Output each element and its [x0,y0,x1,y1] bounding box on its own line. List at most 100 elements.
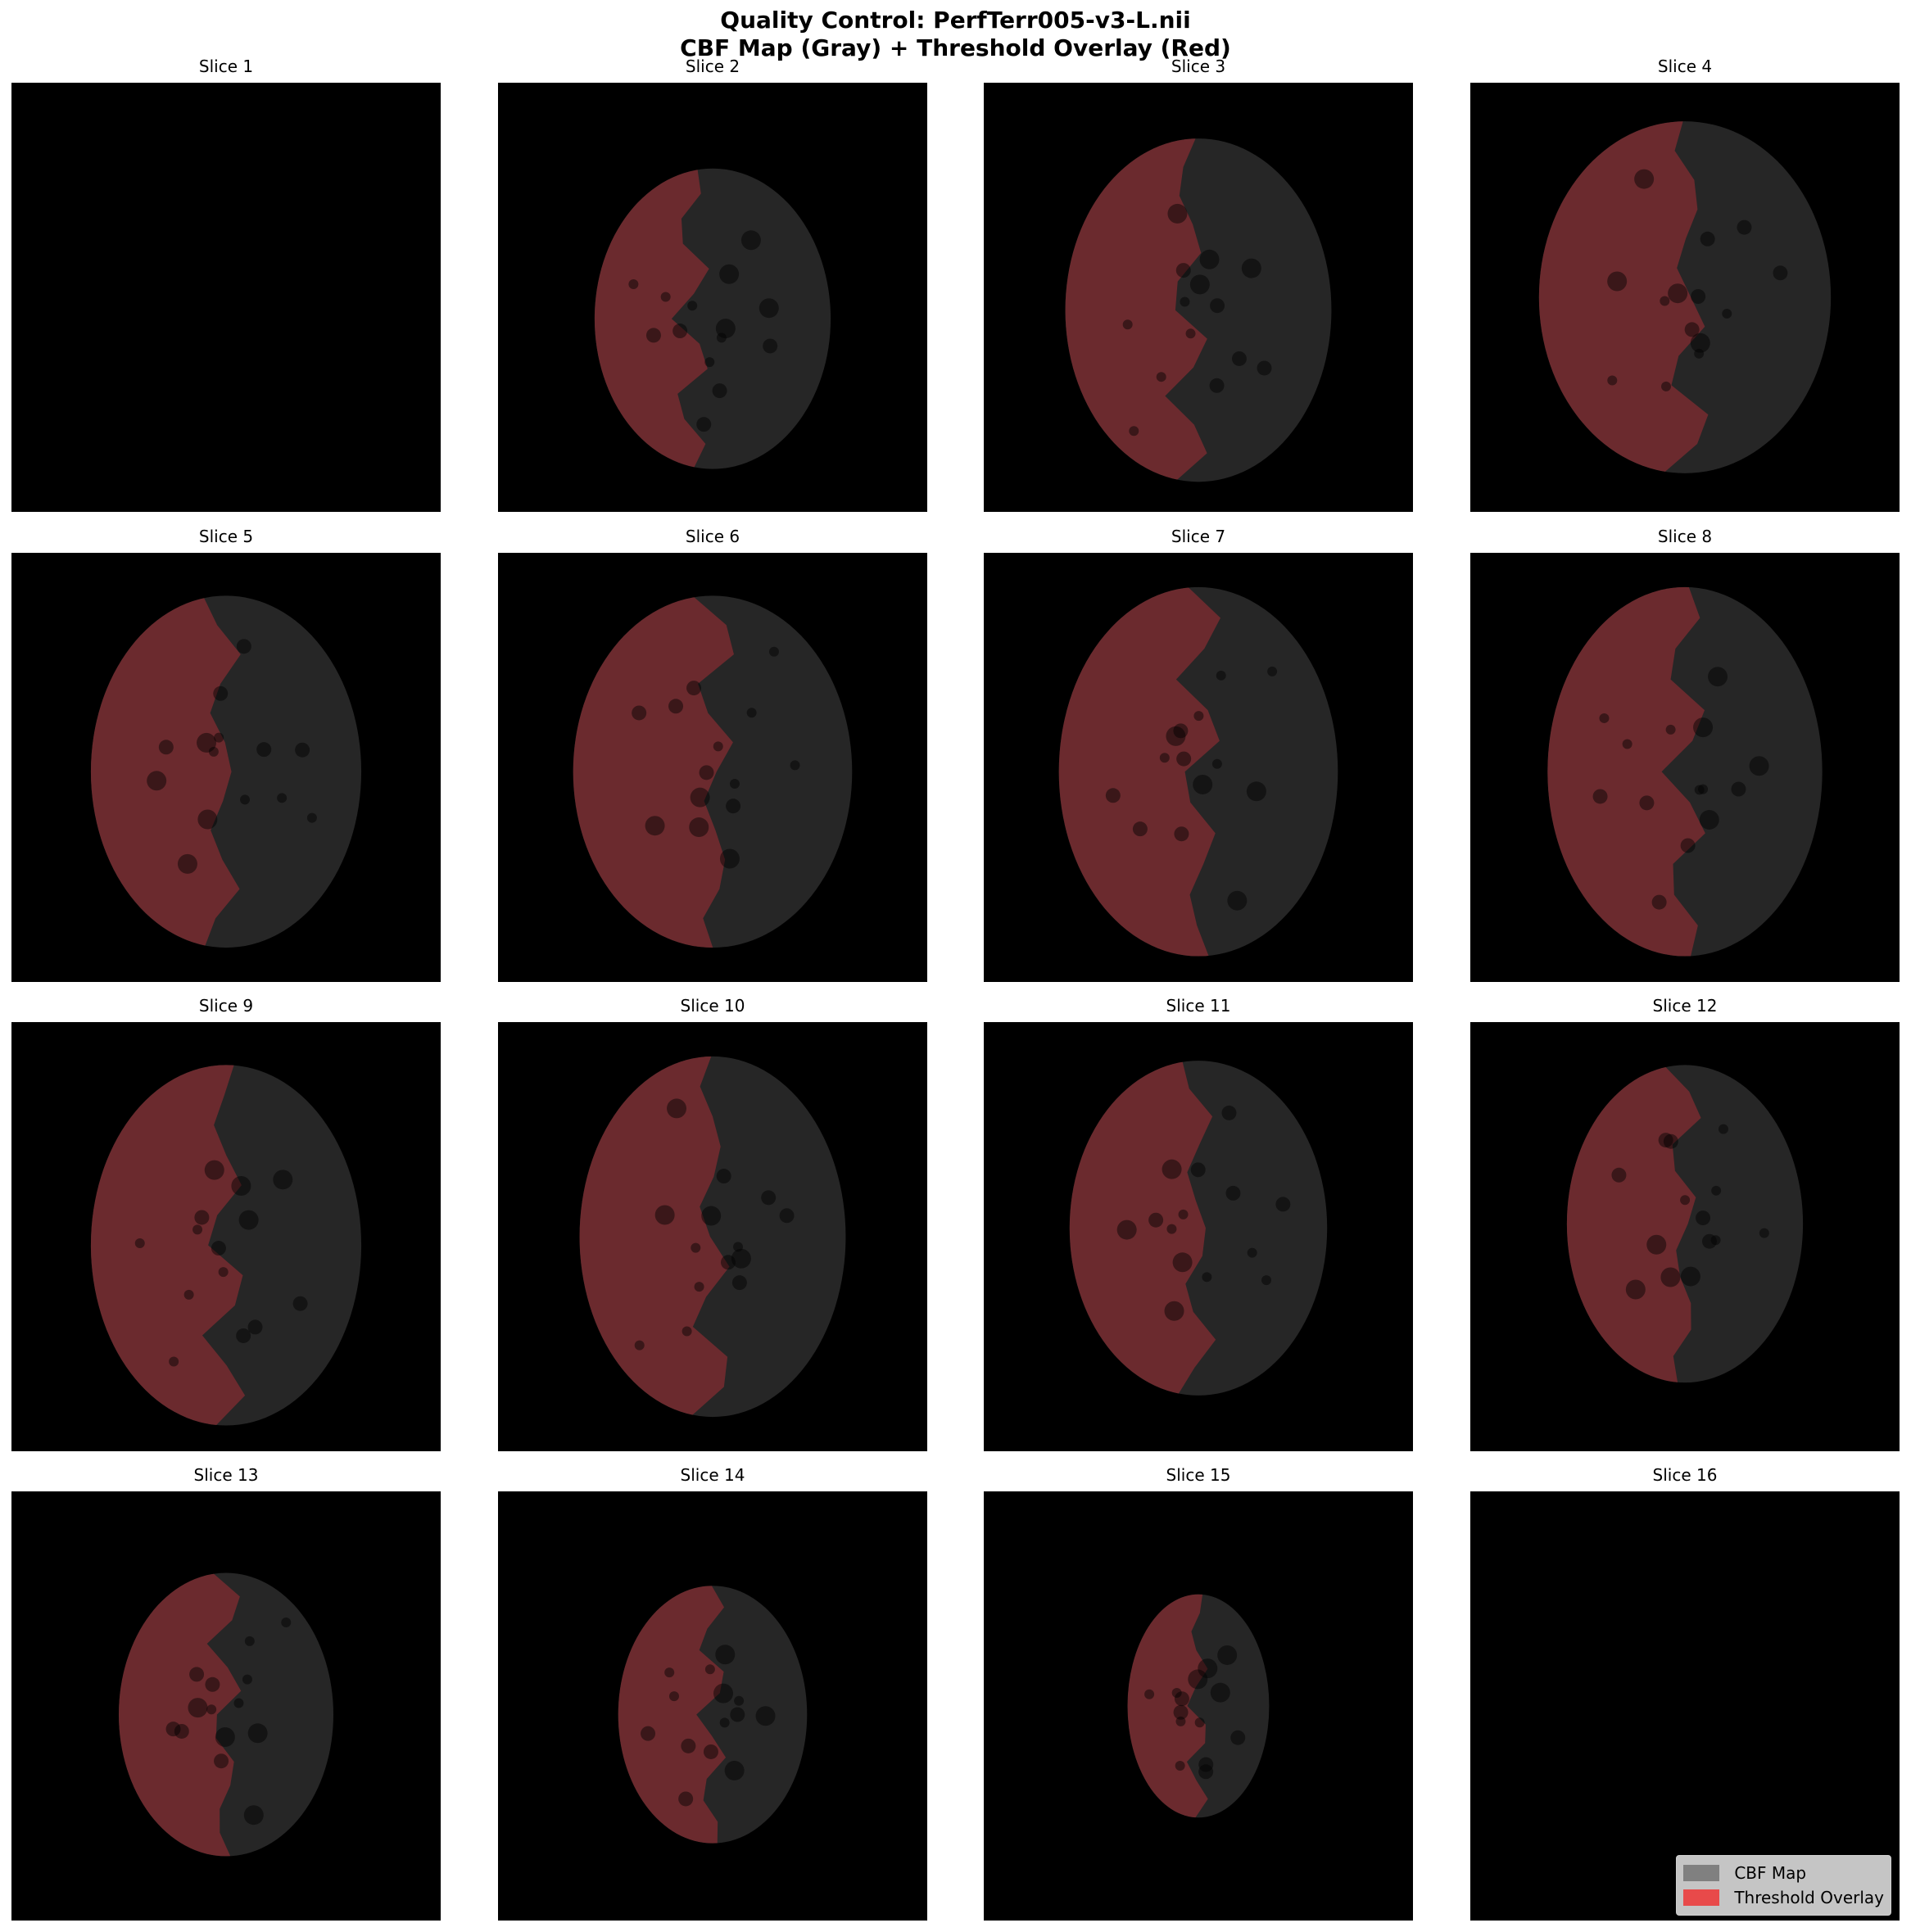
slice-title: Slice 7 [1171,527,1226,546]
slice-panel [984,1022,1413,1451]
sulcus-texture [206,1704,217,1715]
threshold-overlay-region [618,1586,727,1844]
sulcus-texture [1691,289,1706,305]
sulcus-texture [1625,1279,1646,1300]
sulcus-texture [755,1706,776,1726]
sulcus-texture [208,746,219,757]
sulcus-texture [1660,296,1670,306]
sulcus-texture [1194,1717,1205,1728]
sulcus-texture [1718,1124,1728,1134]
slice-image [11,1022,441,1451]
sulcus-texture [1178,1209,1189,1219]
slice-panel [11,1491,441,1921]
threshold-overlay-region [1127,1594,1208,1818]
sulcus-texture [779,1208,795,1224]
slice-title: Slice 1 [198,57,254,76]
sulcus-texture [1230,1730,1246,1745]
sulcus-texture [188,1698,208,1718]
threshold-overlay-region [90,1065,246,1426]
sulcus-texture [687,301,698,311]
slice-title: Slice 14 [680,1465,745,1485]
slice-image [984,83,1413,512]
slice-title: Slice 11 [1166,996,1231,1016]
sulcus-texture [177,853,197,874]
threshold-overlay-swatch [1683,1889,1720,1906]
sulcus-texture [1261,1275,1272,1286]
sulcus-texture [242,1674,252,1685]
sulcus-texture [763,338,778,354]
sulcus-texture [197,732,217,753]
sulcus-texture [1180,296,1190,307]
sulcus-texture [1176,751,1192,767]
sulcus-texture [1694,348,1705,359]
slice-title: Slice 4 [1657,57,1713,76]
sulcus-texture [654,1205,675,1225]
threshold-overlay-region [90,595,241,948]
sulcus-texture [197,809,218,830]
slice-panel [498,83,927,512]
sulcus-texture [1694,785,1705,795]
sulcus-texture [1116,1219,1137,1240]
slice-panel [984,553,1413,982]
sulcus-texture [1665,724,1676,735]
slice-image [1470,553,1900,982]
sulcus-texture [1129,426,1139,437]
sulcus-texture [233,1698,244,1708]
sulcus-texture [1159,753,1170,763]
sulcus-texture [1174,1691,1189,1707]
sulcus-texture [715,1645,736,1665]
sulcus-texture [1749,756,1769,776]
sulcus-texture [1693,717,1714,738]
sulcus-texture [1217,1645,1238,1665]
sulcus-texture [704,1664,715,1675]
slice-image [984,1022,1413,1451]
sulcus-texture [1661,381,1672,391]
legend-label-cbf-map: CBF Map [1734,1863,1807,1883]
slice-title: Slice 13 [193,1465,259,1485]
sulcus-texture [734,1695,745,1706]
sulcus-texture [292,1296,308,1311]
sulcus-texture [192,1224,203,1235]
sulcus-texture [236,639,251,654]
sulcus-texture [1710,1235,1721,1246]
slice-image [1470,1022,1900,1451]
sulcus-texture [134,1238,145,1249]
sulcus-texture [1684,322,1700,337]
slice-title: Slice 10 [680,996,745,1016]
slice-panel [1470,83,1900,512]
sulcus-texture [215,1727,235,1748]
sulcus-texture [1651,894,1667,910]
sulcus-texture [247,1319,263,1335]
sulcus-texture [672,324,688,339]
sulcus-texture [724,1760,745,1780]
sulcus-texture [689,817,709,838]
title-line-2: CBF Map (Gray) + Threshold Overlay (Red) [680,34,1231,61]
sulcus-texture [703,1744,718,1759]
slice-panel [498,553,927,982]
sulcus-texture [731,1275,747,1291]
sulcus-texture [716,333,727,343]
sulcus-texture [1696,1210,1711,1226]
sulcus-texture [716,1169,731,1184]
sulcus-texture [1737,219,1752,235]
sulcus-texture [720,1255,736,1270]
slice-image [1470,1491,1900,1921]
slice-title: Slice 3 [1171,57,1226,76]
sulcus-texture [1166,1224,1177,1234]
sulcus-texture [761,1190,777,1206]
sulcus-texture [713,1683,734,1704]
slice-image [11,1491,441,1921]
sulcus-texture [205,1676,220,1692]
sulcus-texture [1622,739,1633,749]
slice-image [498,1022,927,1451]
sulcus-texture [726,799,741,814]
figure-title: Quality Control: PerfTerr005-v3-L.nii CB… [0,7,1911,62]
threshold-overlay-region [579,1056,730,1418]
sulcus-texture [204,1160,224,1180]
slice-image [11,83,441,512]
slice-title: Slice 12 [1652,996,1718,1016]
sulcus-texture [1173,1704,1189,1720]
sulcus-texture [1175,1760,1185,1771]
threshold-overlay-region [1065,138,1207,482]
sulcus-texture [1257,360,1272,376]
